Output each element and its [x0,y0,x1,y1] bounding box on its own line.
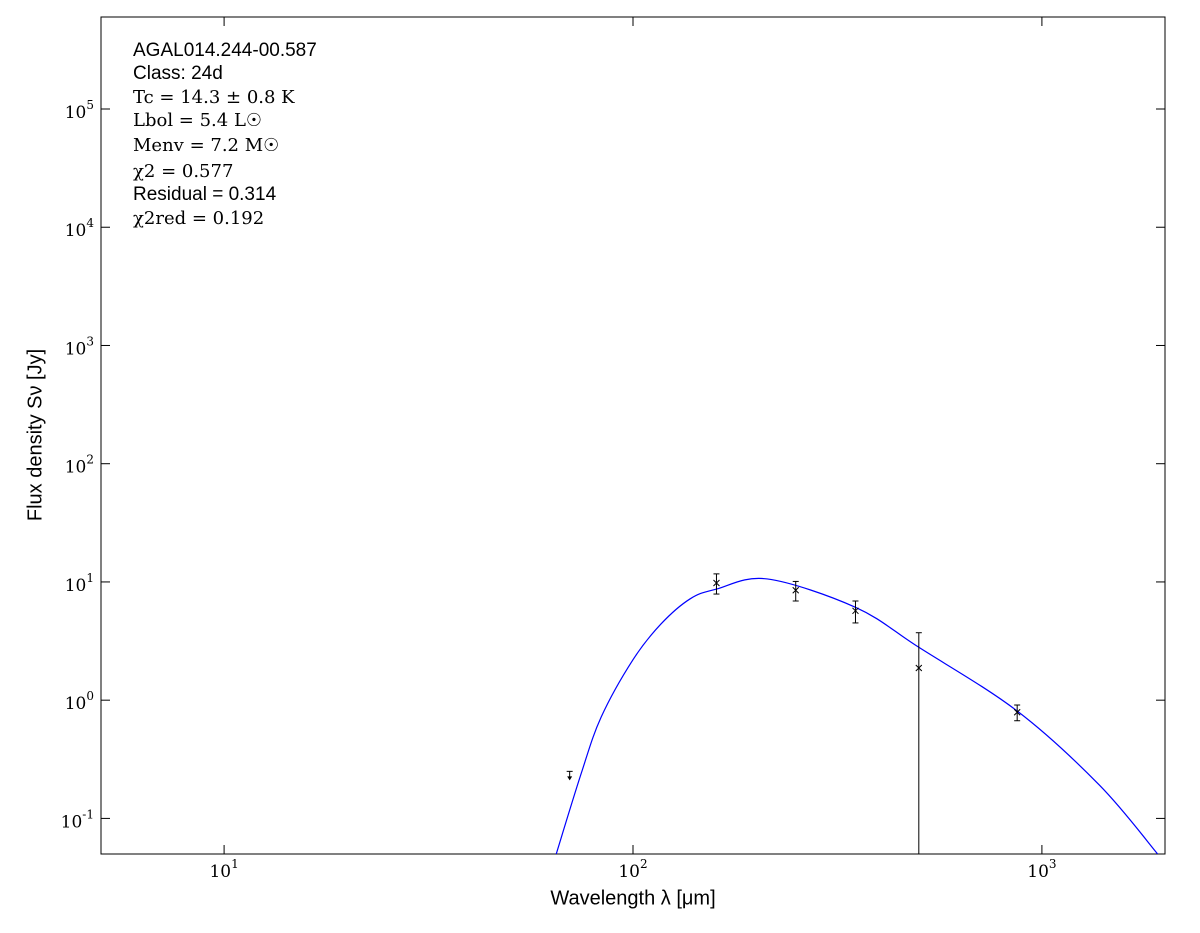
error-bar [1013,704,1021,722]
data-point [792,586,800,594]
annotation: χ2red = 0.192 [133,208,264,229]
error-bar [915,632,923,854]
error-bar [792,580,800,602]
annotation: χ2 = 0.577 [133,161,233,182]
error-bar [852,600,859,624]
annotation: AGAL014.244-00.587 [133,40,317,61]
y-tick-label: 101 [65,570,94,595]
y-tick-label: 100 [65,689,94,714]
y-tick-label: 102 [65,452,94,477]
model-curve [555,577,1159,854]
y-tick-label: 103 [65,334,94,359]
data-point [1013,708,1021,716]
error-bar [713,573,720,595]
x-tick-label: 101 [209,857,238,882]
annotation: Residual = 0.314 [133,184,277,205]
annotation: Menv = 7.2 M☉ [133,135,279,156]
annotation: Tc = 14.3 ± 0.8 K [133,87,295,108]
plot-frame [100,16,1166,855]
y-tick-label: 104 [65,216,95,241]
annotation: Class: 24d [133,63,223,84]
annotation: Lbol = 5.4 L☉ [133,110,262,131]
upper-limit [566,770,573,781]
data-point [915,664,923,672]
y-tick-label: 10-1 [61,807,94,832]
plot-area [555,573,1159,854]
upper-limit-arrow [567,776,573,781]
x-tick-label: 102 [618,857,647,882]
x-tick-label: 103 [1027,857,1056,882]
y-tick-label: 105 [65,98,94,123]
data-point [852,607,859,615]
y-axis-label: Flux density Sν [Jy] [24,349,46,521]
data-point [713,579,720,587]
x-axis-label: Wavelength λ [μm] [550,887,715,909]
